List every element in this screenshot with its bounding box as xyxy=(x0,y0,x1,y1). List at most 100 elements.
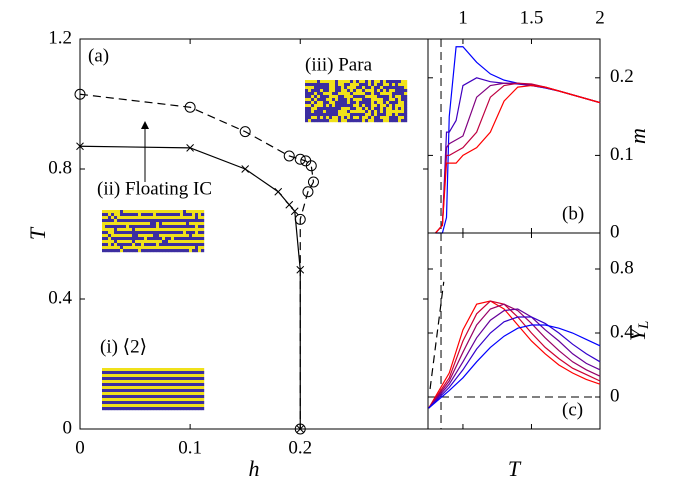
snapshot-cell xyxy=(195,237,199,241)
snapshot-cell xyxy=(320,107,324,111)
snapshot-cell xyxy=(201,398,205,402)
snapshot-cell xyxy=(317,80,321,84)
snapshot-cell xyxy=(332,83,336,87)
snapshot-cell xyxy=(174,404,178,408)
snapshot-cell xyxy=(344,113,348,117)
snapshot-cell xyxy=(108,392,112,396)
snapshot-cell xyxy=(353,98,357,102)
snapshot-cell xyxy=(111,222,115,226)
snapshot-cell xyxy=(144,401,148,405)
snapshot-cell xyxy=(189,377,193,381)
snapshot-cell xyxy=(177,240,181,244)
snapshot-cell xyxy=(123,243,127,247)
snapshot-cell xyxy=(114,249,118,253)
snapshot-cell xyxy=(123,228,127,232)
snapshot-cell xyxy=(305,92,309,96)
snapshot-cell xyxy=(198,222,202,226)
marker-cross xyxy=(296,265,305,274)
snapshot-cell xyxy=(171,389,175,393)
snapshot-cell xyxy=(320,104,324,108)
snapshot-cell xyxy=(329,89,333,93)
snapshot-cell xyxy=(389,119,393,123)
snapshot-cell xyxy=(392,101,396,105)
snapshot-cell xyxy=(171,219,175,223)
snapshot-cell xyxy=(129,404,133,408)
snapshot-cell xyxy=(329,110,333,114)
snapshot-cell xyxy=(117,371,121,375)
snapshot-cell xyxy=(171,234,175,238)
snapshot-cell xyxy=(371,113,375,117)
snapshot-cell xyxy=(395,98,399,102)
snapshot-cell xyxy=(317,101,321,105)
marker-circle xyxy=(307,176,319,188)
snapshot-cell xyxy=(198,231,202,235)
snapshot-cell xyxy=(168,395,172,399)
snapshot-cell xyxy=(192,243,196,247)
snapshot-cell xyxy=(120,368,124,372)
snapshot-cell xyxy=(117,377,121,381)
snapshot-cell xyxy=(114,389,118,393)
snapshot-cell xyxy=(147,368,151,372)
snapshot-cell xyxy=(165,401,169,405)
snapshot-cell xyxy=(392,116,396,120)
snapshot-cell xyxy=(326,116,330,120)
snapshot-cell xyxy=(365,101,369,105)
snapshot-cell xyxy=(383,113,387,117)
snapshot-cell xyxy=(311,119,315,123)
snapshot-cell xyxy=(177,225,181,229)
snapshot-cell xyxy=(371,119,375,123)
snapshot-cell xyxy=(138,407,142,411)
snapshot-cell xyxy=(183,395,187,399)
snapshot-cell xyxy=(102,216,106,220)
snapshot-cell xyxy=(117,380,121,384)
snapshot-cell xyxy=(135,386,139,390)
snapshot-cell xyxy=(144,395,148,399)
snapshot-cell xyxy=(362,119,366,123)
snapshot-cell xyxy=(168,407,172,411)
snapshot-cell xyxy=(198,225,202,229)
snapshot-cell xyxy=(168,249,172,253)
snapshot-cell xyxy=(159,237,163,241)
snapshot-cell xyxy=(111,386,115,390)
snapshot-cell xyxy=(165,219,169,223)
snapshot-cell xyxy=(177,377,181,381)
snapshot-cell xyxy=(141,231,145,235)
snapshot-cell xyxy=(108,234,112,238)
snapshot-cell xyxy=(338,89,342,93)
snapshot-cell xyxy=(186,392,190,396)
snapshot-cell xyxy=(198,407,202,411)
snapshot-cell xyxy=(362,86,366,90)
snapshot-cell xyxy=(120,407,124,411)
snapshot-cell xyxy=(141,404,145,408)
snapshot-cell xyxy=(305,86,309,90)
snapshot-cell xyxy=(344,116,348,120)
snapshot-cell xyxy=(159,240,163,244)
snapshot-cell xyxy=(117,210,121,214)
snapshot-cell xyxy=(129,368,133,372)
snapshot-cell xyxy=(305,95,309,99)
snapshot-cell xyxy=(398,98,402,102)
snapshot-cell xyxy=(192,368,196,372)
snapshot-cell xyxy=(189,404,193,408)
snapshot-cell xyxy=(141,246,145,250)
snapshot-cell xyxy=(380,92,384,96)
snapshot-cell xyxy=(201,368,205,372)
snapshot-cell xyxy=(102,225,106,229)
snapshot-cell xyxy=(114,225,118,229)
snapshot-cell xyxy=(347,104,351,108)
snapshot-cell xyxy=(186,374,190,378)
snapshot-cell xyxy=(120,225,124,229)
snapshot-cell xyxy=(335,98,339,102)
snapshot-cell xyxy=(323,98,327,102)
snapshot-cell xyxy=(186,407,190,411)
snapshot-cell xyxy=(365,86,369,90)
snapshot-cell xyxy=(356,107,360,111)
snapshot-cell xyxy=(141,401,145,405)
snapshot-cell xyxy=(398,95,402,99)
snapshot-cell xyxy=(132,380,136,384)
snapshot-cell xyxy=(314,119,318,123)
snapshot-cell xyxy=(401,107,405,111)
snapshot-cell xyxy=(162,380,166,384)
snapshot-cell xyxy=(156,243,160,247)
snapshot-cell xyxy=(320,80,324,84)
